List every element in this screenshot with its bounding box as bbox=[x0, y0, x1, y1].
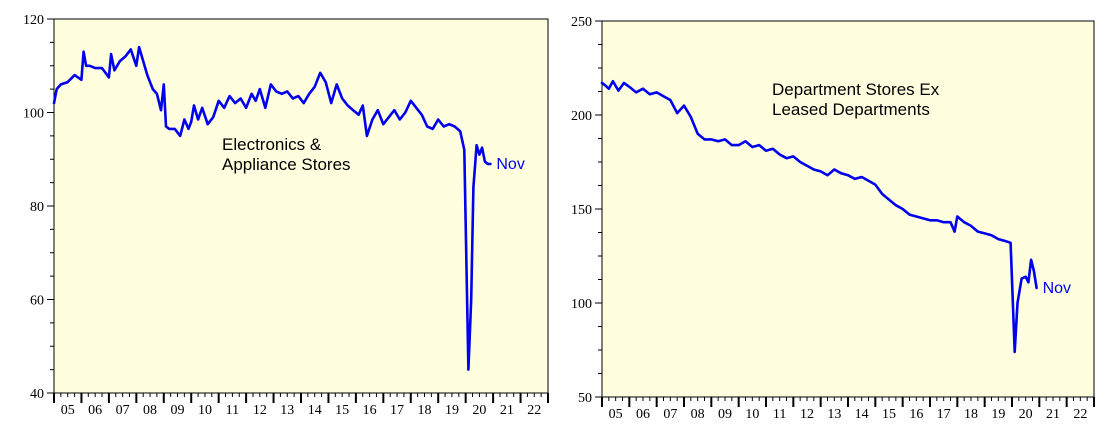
x-tick-label: 16 bbox=[363, 403, 377, 418]
y-tick-label: 80 bbox=[30, 200, 44, 215]
x-tick-label: 18 bbox=[964, 407, 978, 422]
x-tick-label: 11 bbox=[226, 403, 239, 418]
chart-title-line: Appliance Stores bbox=[222, 155, 351, 174]
x-tick-label: 11 bbox=[773, 407, 786, 422]
x-tick-label: 21 bbox=[500, 403, 514, 418]
x-tick-label: 08 bbox=[691, 407, 705, 422]
chart-title-line: Department Stores Ex bbox=[772, 80, 940, 99]
x-tick-label: 13 bbox=[280, 403, 294, 418]
x-tick-label: 22 bbox=[1073, 407, 1087, 422]
x-tick-label: 06 bbox=[636, 407, 650, 422]
x-tick-label: 12 bbox=[800, 407, 814, 422]
y-tick-label: 150 bbox=[571, 203, 592, 218]
x-tick-label: 09 bbox=[171, 403, 185, 418]
x-tick-label: 18 bbox=[418, 403, 432, 418]
x-tick-label: 10 bbox=[745, 407, 759, 422]
chart-title-line: Leased Departments bbox=[772, 100, 930, 119]
x-tick-label: 15 bbox=[335, 403, 349, 418]
y-tick-label: 60 bbox=[30, 294, 44, 309]
x-tick-label: 07 bbox=[663, 407, 677, 422]
series-line bbox=[52, 45, 492, 371]
x-tick-label: 17 bbox=[937, 407, 951, 422]
x-tick-label: 05 bbox=[609, 407, 623, 422]
x-tick-label: 05 bbox=[61, 403, 75, 418]
y-tick-label: 100 bbox=[571, 297, 592, 312]
x-tick-label: 09 bbox=[718, 407, 732, 422]
x-tick-label: 21 bbox=[1046, 407, 1060, 422]
series-line bbox=[600, 79, 1038, 354]
x-tick-label: 20 bbox=[472, 403, 486, 418]
x-tick-label: 06 bbox=[88, 403, 102, 418]
x-tick-label: 19 bbox=[991, 407, 1005, 422]
x-tick-label: 17 bbox=[390, 403, 404, 418]
x-tick-label: 08 bbox=[143, 403, 157, 418]
electronics-appliance-chart-panel: 40 60 80 100 120 05 06 07 08 09 10 11 12 13 14 15 16 17 18… bbox=[23, 13, 549, 418]
y-tick-label: 100 bbox=[23, 107, 44, 122]
x-tick-label: 19 bbox=[445, 403, 459, 418]
x-tick-label: 22 bbox=[527, 403, 541, 418]
plot-area bbox=[601, 20, 1095, 398]
x-tick-label: 14 bbox=[308, 403, 322, 418]
x-tick-label: 15 bbox=[882, 407, 896, 422]
x-tick-label: 10 bbox=[198, 403, 212, 418]
y-tick-label: 40 bbox=[30, 387, 44, 402]
y-tick-label: 200 bbox=[571, 109, 592, 124]
x-tick-label: 13 bbox=[827, 407, 841, 422]
y-tick-label: 120 bbox=[23, 13, 44, 28]
x-tick-label: 14 bbox=[855, 407, 869, 422]
end-point-label: Nov bbox=[1043, 280, 1071, 297]
department-stores-chart-panel: 50 100 150 200 250 05 06 07 08 09 10 11 12 13 14 15 16 17… bbox=[571, 15, 1095, 422]
x-tick-label: 07 bbox=[116, 403, 130, 418]
y-tick-label: 50 bbox=[578, 391, 592, 406]
x-tick-label: 12 bbox=[253, 403, 267, 418]
x-tick-label: 20 bbox=[1019, 407, 1033, 422]
chart-title-line: Electronics & bbox=[222, 135, 322, 154]
end-point-label: Nov bbox=[496, 156, 524, 173]
x-tick-label: 16 bbox=[909, 407, 923, 422]
y-tick-label: 250 bbox=[571, 15, 592, 30]
